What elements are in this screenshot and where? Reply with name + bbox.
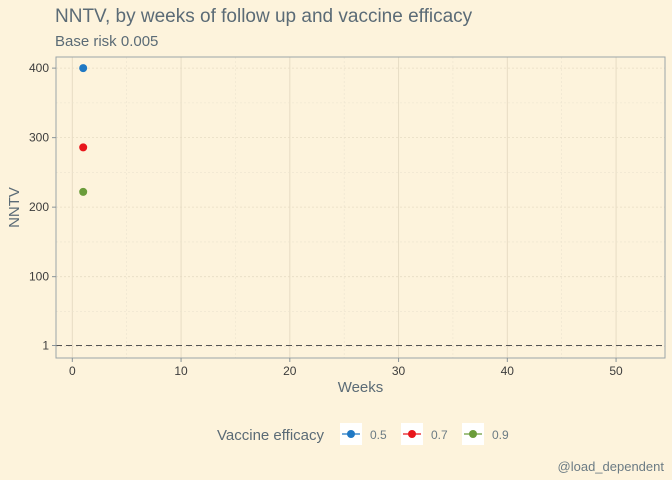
x-axis: 0 10 20 30 40 50	[69, 358, 623, 378]
x-tick-label: 0	[69, 364, 76, 378]
y-axis-label: NNTV	[6, 187, 23, 228]
x-tick-label: 10	[174, 364, 188, 378]
data-point-0.7	[79, 143, 88, 152]
chart-title: NNTV, by weeks of follow up and vaccine …	[55, 6, 473, 27]
legend: Vaccine efficacy 0.5 0.7 0.9	[217, 423, 509, 445]
x-tick-label: 50	[609, 364, 623, 378]
x-axis-label: Weeks	[338, 379, 384, 396]
y-tick-label: 300	[29, 131, 49, 145]
x-tick-label: 40	[501, 364, 515, 378]
data-point-0.9	[79, 187, 88, 196]
y-tick-label: 1	[42, 338, 49, 352]
data-points	[79, 64, 88, 196]
y-tick-label: 200	[29, 200, 49, 214]
data-point-0.5	[79, 64, 88, 73]
legend-title: Vaccine efficacy	[217, 427, 324, 444]
y-tick-label: 100	[29, 270, 49, 284]
legend-key-point-0.7	[408, 430, 416, 438]
legend-label-0.9: 0.9	[492, 428, 509, 442]
legend-label-0.5: 0.5	[370, 428, 387, 442]
caption: @load_dependent	[557, 459, 664, 474]
x-tick-label: 30	[392, 364, 406, 378]
x-tick-label: 20	[283, 364, 297, 378]
chart-subtitle: Base risk 0.005	[55, 33, 159, 50]
legend-key-point-0.5	[347, 430, 355, 438]
y-tick-label: 400	[29, 61, 49, 75]
y-axis: 1 100 200 300 400	[29, 61, 56, 352]
gridlines	[56, 57, 665, 358]
legend-label-0.7: 0.7	[431, 428, 448, 442]
legend-key-point-0.9	[469, 430, 477, 438]
